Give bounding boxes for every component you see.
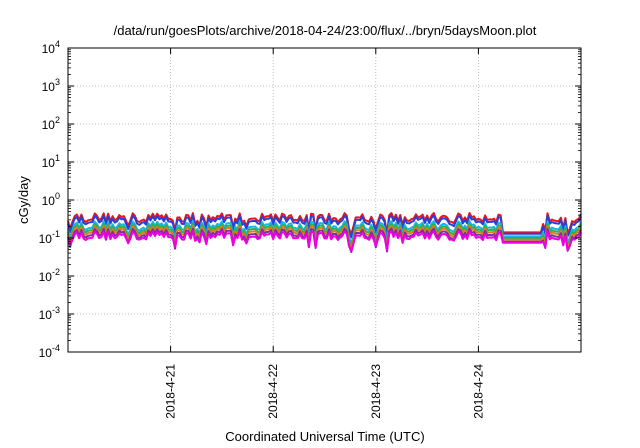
x-tick-label: 2018-4-24 (471, 364, 485, 419)
y-tick-label: 102 (42, 115, 60, 132)
x-tick-label: 2018-4-23 (369, 364, 383, 419)
y-tick-label: 104 (42, 39, 60, 56)
y-tick-label: 10-1 (39, 229, 60, 246)
series-line-1 (67, 214, 582, 239)
x-tick-label: 2018-4-22 (266, 364, 280, 419)
x-tick-label: 2018-4-21 (164, 364, 178, 419)
y-tick-label: 103 (42, 77, 60, 94)
y-tick-label: 10-4 (39, 343, 60, 360)
x-axis: 2018-4-21 2018-4-22 2018-4-23 2018-4-24 (164, 48, 485, 419)
series-line-4 (67, 224, 582, 250)
y-tick-label: 100 (42, 191, 60, 208)
plot-frame (67, 47, 582, 353)
series-line-6 (67, 230, 582, 252)
y-tick-label: 101 (42, 153, 60, 170)
y-tick-label: 10-2 (39, 267, 60, 284)
series-layer (67, 212, 582, 253)
chart-title: /data/run/goesPlots/archive/2018-04-24/2… (114, 23, 537, 38)
grid (68, 48, 581, 352)
x-axis-label: Coordinated Universal Time (UTC) (225, 429, 424, 444)
y-tick-label: 10-3 (39, 305, 60, 322)
y-axis-label: cGy/day (16, 176, 31, 224)
y-axis: 10-4 10-3 10-2 10-1 100 101 102 103 104 (39, 39, 581, 360)
